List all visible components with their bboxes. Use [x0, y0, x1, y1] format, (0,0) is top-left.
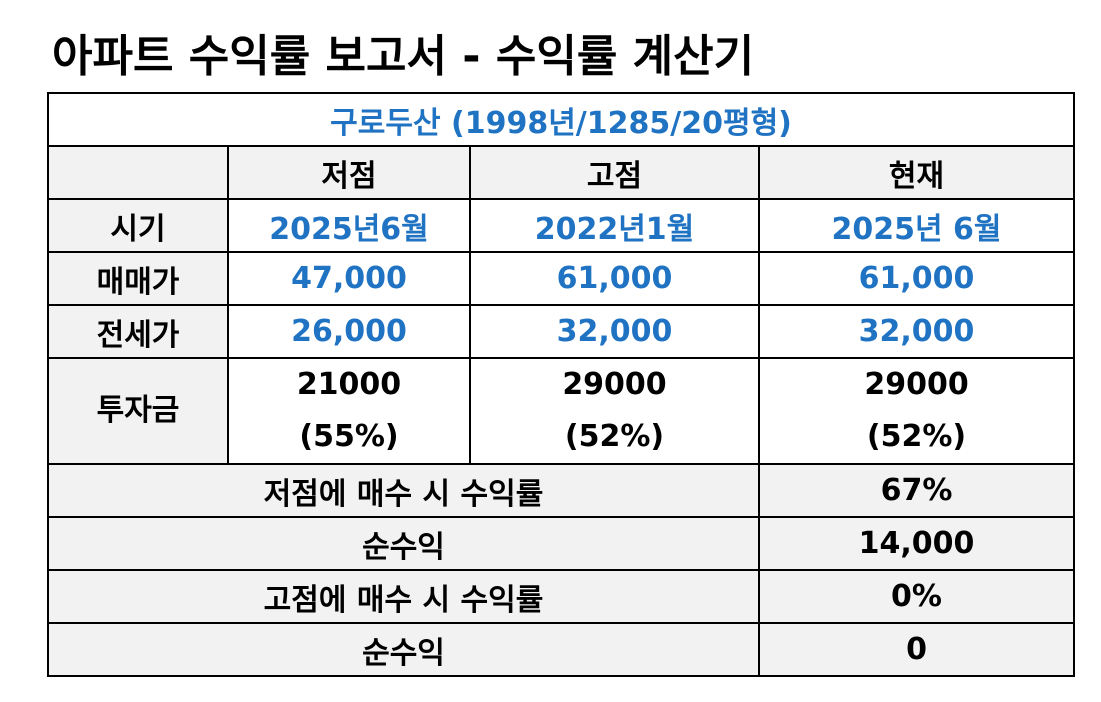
- result-value-high-yield: 0%: [757, 569, 1076, 624]
- result-value-high-profit: 0: [757, 622, 1076, 677]
- subtitle-row: 구로두산 (1998년/1285/20평형): [46, 92, 1076, 147]
- jeonse-price-low: 26,000: [227, 304, 471, 359]
- table-row: 매매가 47,000 61,000 61,000: [47, 251, 1076, 306]
- table-row: 시기 2025년6월 2022년1월 2025년 6월: [47, 198, 1076, 253]
- header-cell-current: 현재: [757, 145, 1076, 200]
- table-row: 전세가 26,000 32,000 32,000: [47, 304, 1076, 359]
- result-label-high-yield: 고점에 매수 시 수익률: [47, 569, 760, 624]
- period-high: 2022년1월: [469, 198, 760, 253]
- result-value-low-yield: 67%: [757, 463, 1076, 518]
- period-low: 2025년6월: [227, 198, 471, 253]
- investment-ratio: (52%): [564, 419, 665, 454]
- yield-report-table: 구로두산 (1998년/1285/20평형) 저점 고점 현재 시기 2025년…: [46, 92, 1076, 677]
- jeonse-price-current: 32,000: [757, 304, 1076, 359]
- row-label-period: 시기: [47, 198, 229, 253]
- result-value-low-profit: 14,000: [757, 516, 1076, 571]
- page-title: 아파트 수익률 보고서 - 수익률 계산기: [52, 31, 755, 82]
- row-label-investment: 투자금: [47, 357, 229, 465]
- result-label-high-profit: 순수익: [47, 622, 760, 677]
- investment-amount: 21000: [296, 367, 402, 402]
- row-label-jeonse-price: 전세가: [47, 304, 229, 359]
- investment-amount: 29000: [864, 367, 969, 402]
- row-label-sale-price: 매매가: [47, 251, 229, 306]
- investment-low: 21000 (55%): [227, 357, 471, 465]
- investment-current: 29000 (52%): [757, 357, 1076, 465]
- period-current: 2025년 6월: [757, 198, 1076, 253]
- sale-price-low: 47,000: [227, 251, 471, 306]
- result-row: 순수익 0: [47, 622, 1076, 677]
- apartment-subtitle: 구로두산 (1998년/1285/20평형): [46, 92, 1076, 147]
- investment-ratio: (55%): [299, 419, 399, 454]
- investment-ratio: (52%): [866, 419, 967, 454]
- result-label-low-yield: 저점에 매수 시 수익률: [47, 463, 760, 518]
- header-cell-empty: [47, 145, 229, 200]
- investment-amount: 29000: [562, 367, 667, 402]
- result-label-low-profit: 순수익: [47, 516, 760, 571]
- result-row: 고점에 매수 시 수익률 0%: [47, 569, 1076, 624]
- result-row: 저점에 매수 시 수익률 67%: [47, 463, 1076, 518]
- header-cell-high: 고점: [469, 145, 760, 200]
- investment-row: 투자금 21000 (55%) 29000 (52%) 29000 (52%): [47, 357, 1076, 465]
- jeonse-price-high: 32,000: [469, 304, 760, 359]
- header-cell-low: 저점: [227, 145, 471, 200]
- column-header-row: 저점 고점 현재: [47, 145, 1076, 200]
- result-row: 순수익 14,000: [47, 516, 1076, 571]
- sale-price-current: 61,000: [757, 251, 1076, 306]
- sale-price-high: 61,000: [469, 251, 760, 306]
- investment-high: 29000 (52%): [469, 357, 760, 465]
